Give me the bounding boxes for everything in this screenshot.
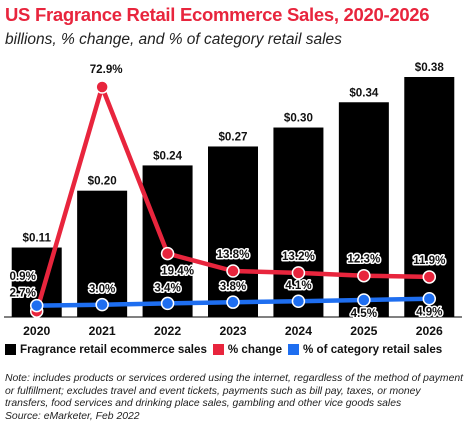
chart-subtitle: billions, % change, and % of category re… <box>5 31 342 48</box>
change-label-2021: 72.9% <box>90 63 123 76</box>
change-point-2022 <box>160 246 175 261</box>
bar-label-2021: $0.20 <box>88 175 117 188</box>
share-label-2023: 3.8% <box>220 280 246 293</box>
bar-2021 <box>77 190 128 317</box>
x-tick-2024: 2024 <box>285 324 312 338</box>
bar-label-2026: $0.38 <box>415 61 445 74</box>
chart-source: Source: eMarketer, Feb 2022 <box>5 411 140 422</box>
share-point-2024 <box>291 294 306 308</box>
change-label-2026: 11.9% <box>413 254 445 267</box>
bar-2023 <box>208 146 258 317</box>
bar-label-2020: $0.11 <box>23 232 52 245</box>
change-point-2023 <box>226 264 240 278</box>
change-label-2022: 19.4% <box>161 265 194 278</box>
change-label-2020: 0.9% <box>9 270 35 283</box>
change-point-2024 <box>291 266 306 280</box>
x-tick-2021: 2021 <box>89 324 116 338</box>
chart-legend: Fragrance retail ecommerce sales % chang… <box>5 343 466 356</box>
share-point-2025 <box>357 293 371 307</box>
share-point-2021 <box>95 297 109 312</box>
legend-label-share: % of category retail sales <box>303 343 443 356</box>
share-label-2024: 4.1% <box>285 279 311 292</box>
change-point-2026 <box>422 270 437 284</box>
x-tick-2022: 2022 <box>154 324 181 338</box>
x-tick-2025: 2025 <box>350 324 377 338</box>
bar-2022 <box>142 165 193 317</box>
share-label-2022: 3.4% <box>154 281 180 294</box>
chart-note: Note: includes products or services orde… <box>5 373 464 410</box>
bar-label-2024: $0.30 <box>284 112 313 125</box>
legend-swatch-change <box>212 344 224 355</box>
share-label-2020: 2.7% <box>9 287 35 300</box>
share-point-2022 <box>160 296 175 311</box>
chart-title: US Fragrance Retail Ecommerce Sales, 202… <box>5 4 430 25</box>
legend-label-change: % change <box>227 343 283 356</box>
x-tick-2023: 2023 <box>219 324 246 338</box>
bar-label-2025: $0.34 <box>349 86 379 99</box>
legend-swatch-sales <box>5 344 16 355</box>
share-label-2025: 4.5% <box>351 307 377 320</box>
share-point-2020 <box>29 298 44 313</box>
chart-plot: $0.11 $0.20 $0.24 $0.27 $0.30 $0.34 $0.38 2020 2… <box>4 61 462 338</box>
share-label-2021: 3.0% <box>89 283 115 296</box>
share-label-2026: 4.9% <box>416 306 442 319</box>
bar-label-2023: $0.27 <box>218 130 247 143</box>
bar-2024 <box>273 127 324 318</box>
x-tick-2020: 2020 <box>23 324 50 338</box>
legend-item-change: % change <box>212 343 283 356</box>
change-label-2025: 12.3% <box>347 253 380 266</box>
share-point-2023 <box>226 295 240 309</box>
x-tick-2026: 2026 <box>416 324 443 338</box>
bar-2025 <box>338 102 389 318</box>
change-point-2021 <box>95 80 109 94</box>
change-point-2025 <box>357 268 371 283</box>
legend-swatch-share <box>288 344 300 355</box>
change-label-2024: 13.2% <box>282 250 315 263</box>
change-label-2023: 13.8% <box>217 248 250 261</box>
legend-label-sales: Fragrance retail ecommerce sales <box>20 343 207 356</box>
legend-item-sales: Fragrance retail ecommerce sales <box>5 343 207 356</box>
share-point-2026 <box>422 291 437 306</box>
legend-item-share: % of category retail sales <box>288 343 442 356</box>
bar-label-2022: $0.24 <box>153 149 183 162</box>
